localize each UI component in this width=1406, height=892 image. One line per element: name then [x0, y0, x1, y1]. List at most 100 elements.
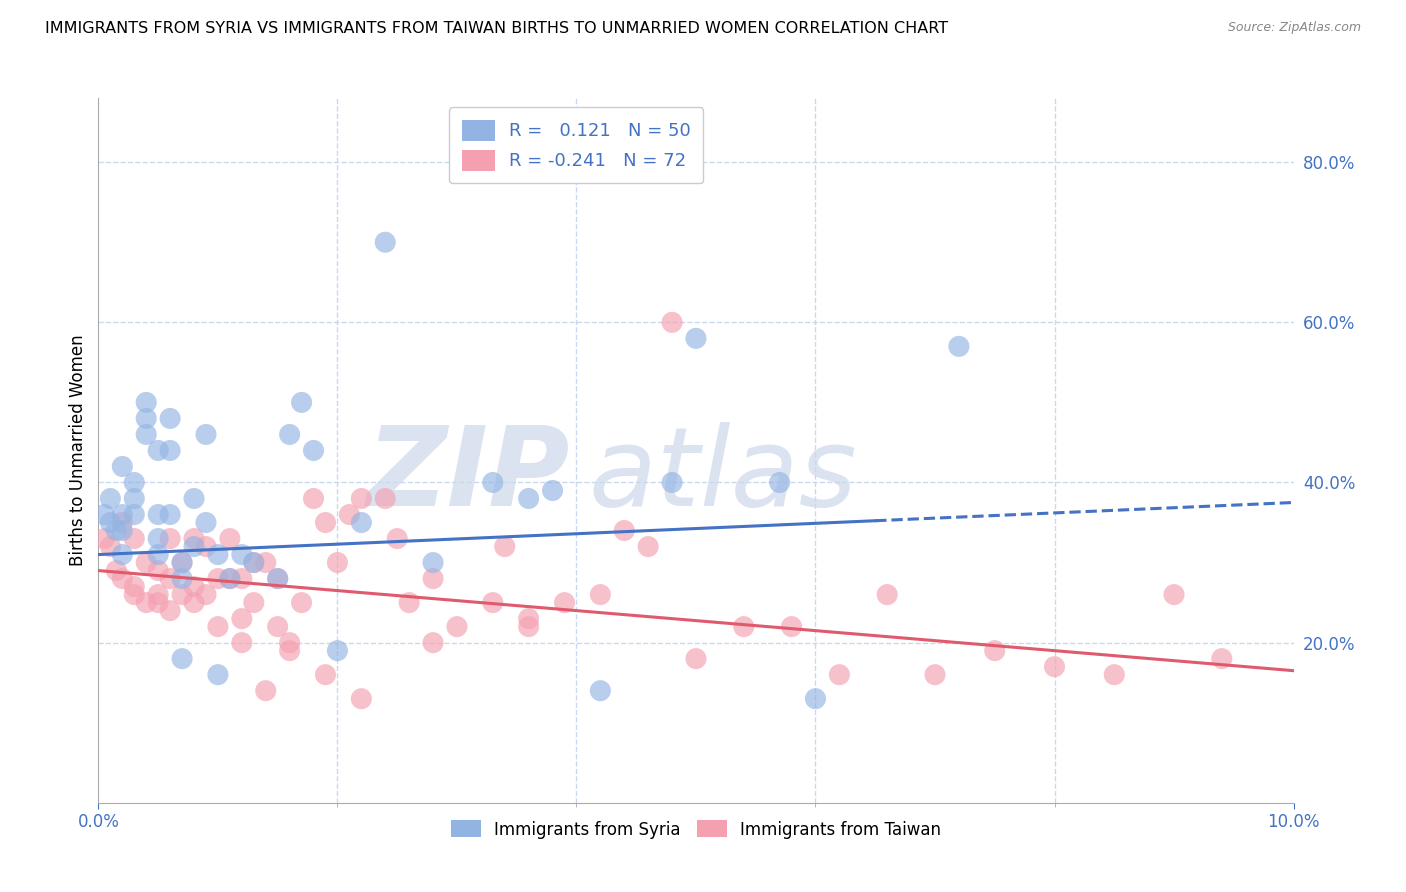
Point	[219, 532, 242, 546]
Point	[554, 596, 576, 610]
Point	[385, 532, 409, 546]
Point	[243, 556, 266, 570]
Point	[207, 548, 229, 562]
Point	[291, 395, 314, 409]
Point	[111, 516, 134, 530]
Point	[769, 475, 792, 490]
Point	[948, 339, 970, 353]
Point	[207, 619, 229, 633]
Point	[733, 619, 755, 633]
Point	[195, 588, 218, 602]
Point	[517, 619, 540, 633]
Point	[135, 395, 157, 409]
Point	[661, 475, 683, 490]
Point	[98, 491, 122, 506]
Point	[278, 427, 301, 442]
Point	[804, 691, 827, 706]
Point	[159, 572, 181, 586]
Point	[267, 572, 290, 586]
Point	[159, 532, 181, 546]
Point	[183, 596, 205, 610]
Point	[231, 548, 253, 562]
Point	[1163, 588, 1185, 602]
Point	[302, 491, 325, 506]
Point	[195, 540, 218, 554]
Point	[350, 691, 373, 706]
Point	[124, 508, 146, 522]
Point	[231, 572, 253, 586]
Point	[231, 635, 253, 649]
Point	[183, 540, 205, 554]
Point	[124, 475, 146, 490]
Point	[254, 556, 277, 570]
Point	[93, 532, 115, 546]
Point	[172, 572, 194, 586]
Point	[172, 651, 194, 665]
Point	[278, 643, 301, 657]
Text: atlas: atlas	[589, 422, 858, 529]
Point	[124, 491, 146, 506]
Point	[876, 588, 898, 602]
Point	[105, 524, 128, 538]
Point	[135, 596, 157, 610]
Point	[315, 667, 337, 681]
Point	[148, 588, 170, 602]
Point	[350, 491, 373, 506]
Text: IMMIGRANTS FROM SYRIA VS IMMIGRANTS FROM TAIWAN BIRTHS TO UNMARRIED WOMEN CORREL: IMMIGRANTS FROM SYRIA VS IMMIGRANTS FROM…	[45, 21, 948, 36]
Point	[98, 516, 122, 530]
Point	[183, 580, 205, 594]
Point	[482, 596, 505, 610]
Point	[135, 556, 157, 570]
Point	[148, 596, 170, 610]
Point	[267, 572, 290, 586]
Point	[1104, 667, 1126, 681]
Point	[1211, 651, 1233, 665]
Point	[207, 572, 229, 586]
Point	[350, 516, 373, 530]
Point	[517, 612, 540, 626]
Text: Source: ZipAtlas.com: Source: ZipAtlas.com	[1227, 21, 1361, 34]
Point	[231, 612, 253, 626]
Point	[278, 635, 301, 649]
Point	[159, 604, 181, 618]
Point	[685, 651, 707, 665]
Point	[135, 427, 157, 442]
Point	[111, 572, 134, 586]
Point	[219, 572, 242, 586]
Point	[828, 667, 851, 681]
Point	[183, 491, 205, 506]
Point	[195, 516, 218, 530]
Point	[422, 556, 444, 570]
Point	[326, 643, 349, 657]
Point	[315, 516, 337, 530]
Point	[159, 508, 181, 522]
Point	[124, 580, 146, 594]
Point	[124, 532, 146, 546]
Point	[148, 548, 170, 562]
Point	[267, 619, 290, 633]
Point	[183, 532, 205, 546]
Text: ZIP: ZIP	[367, 422, 571, 529]
Point	[613, 524, 636, 538]
Point	[148, 532, 170, 546]
Point	[541, 483, 564, 498]
Point	[172, 556, 194, 570]
Point	[111, 524, 134, 538]
Point	[291, 596, 314, 610]
Point	[159, 443, 181, 458]
Point	[219, 572, 242, 586]
Point	[254, 683, 277, 698]
Point	[243, 596, 266, 610]
Point	[924, 667, 946, 681]
Point	[1043, 659, 1066, 673]
Point	[517, 491, 540, 506]
Point	[93, 508, 115, 522]
Point	[422, 572, 444, 586]
Point	[111, 508, 134, 522]
Point	[446, 619, 468, 633]
Point	[780, 619, 803, 633]
Point	[124, 588, 146, 602]
Point	[172, 556, 194, 570]
Point	[135, 411, 157, 425]
Point	[589, 683, 612, 698]
